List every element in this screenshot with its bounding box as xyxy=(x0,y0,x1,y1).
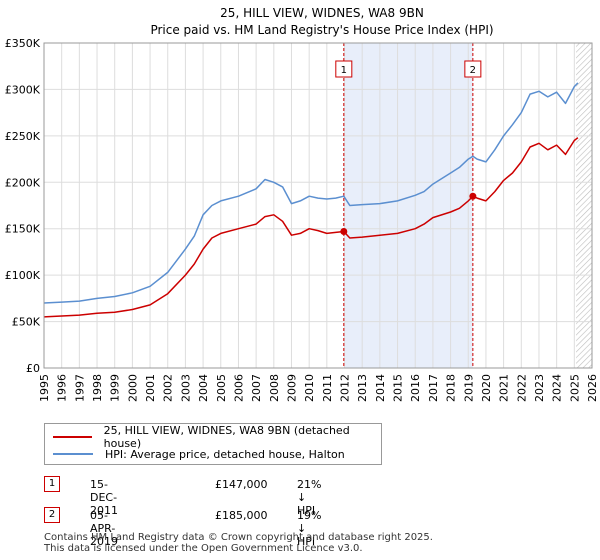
plot-area xyxy=(44,43,592,368)
legend-red-line xyxy=(53,436,92,438)
x-tick-label: 2015 xyxy=(392,374,405,402)
chart-title: 25, HILL VIEW, WIDNES, WA8 9BN xyxy=(220,6,424,20)
x-tick-label: 2018 xyxy=(445,374,458,402)
sale-badge-2 xyxy=(464,60,482,78)
x-tick-label: 2003 xyxy=(179,374,192,402)
x-tick-label: 2007 xyxy=(250,374,263,402)
x-tick-label: 2020 xyxy=(480,374,493,402)
x-tick-label: 1996 xyxy=(56,374,69,402)
y-tick-label: £50K xyxy=(12,316,41,329)
x-tick-label: 2011 xyxy=(321,374,334,402)
x-tick-label: 2012 xyxy=(339,374,352,402)
forecast-hatch xyxy=(576,43,592,368)
x-tick-label: 2000 xyxy=(126,374,139,402)
sale-date-2: 05-APR-2019 xyxy=(90,509,118,548)
x-tick-label: 2025 xyxy=(568,374,581,402)
sale-point-2 xyxy=(469,192,477,200)
x-tick-label: 2010 xyxy=(303,374,316,402)
sale-hpi-1: 21% ↓ HPI xyxy=(297,478,322,517)
sale-badge-1 xyxy=(335,60,353,78)
y-tick-label: £300K xyxy=(5,83,41,96)
x-tick-label: 2022 xyxy=(515,374,528,402)
x-tick-label: 2002 xyxy=(162,374,175,402)
plot-border xyxy=(43,42,593,369)
sale-marker-1: 1 xyxy=(44,476,60,492)
legend-red-label: 25, HILL VIEW, WIDNES, WA8 9BN (detached… xyxy=(103,424,350,450)
chart-subtitle: Price paid vs. HM Land Registry's House … xyxy=(150,23,493,37)
x-tick-label: 2009 xyxy=(285,374,298,402)
x-tick-label: 2017 xyxy=(427,374,440,402)
hpi-line xyxy=(43,82,579,304)
x-tick-label: 2023 xyxy=(533,374,546,402)
x-tick-label: 1999 xyxy=(109,374,122,402)
x-tick-label: 2004 xyxy=(197,374,210,402)
x-tick-label: 2024 xyxy=(551,374,564,402)
legend-blue-line xyxy=(53,453,93,455)
sale-point-1 xyxy=(340,228,348,235)
x-tick-label: 2016 xyxy=(409,374,422,402)
sale-period-shading xyxy=(343,43,473,368)
x-tick-label: 2006 xyxy=(232,374,245,402)
x-tick-label: 2019 xyxy=(462,374,475,402)
sale-marker-2: 2 xyxy=(44,507,60,523)
price-chart: 25, HILL VIEW, WIDNES, WA8 9BN Price pai… xyxy=(5,6,599,402)
legend-blue-label: HPI: Average price, detached house, Halt… xyxy=(105,447,345,461)
y-tick-label: £150K xyxy=(5,223,41,236)
sale-date-1: 15-DEC-2011 xyxy=(90,478,118,517)
x-tick-label: 2021 xyxy=(498,374,511,402)
footer-line-1: Contains HM Land Registry data © Crown c… xyxy=(44,532,433,543)
y-tick-label: £350K xyxy=(5,37,41,50)
y-tick-label: £0 xyxy=(26,362,40,375)
footer-line-2: This data is licensed under the Open Gov… xyxy=(44,543,363,554)
sale-price-1: £147,000 xyxy=(215,478,268,491)
sale-badge-label-2: 2 xyxy=(470,65,476,76)
footer: Contains HM Land Registry data © Crown c… xyxy=(44,532,433,554)
legend: 25, HILL VIEW, WIDNES, WA8 9BN (detached… xyxy=(44,423,382,465)
x-tick-label: 2013 xyxy=(356,374,369,402)
sale-hpi-2: 19% ↓ HPI xyxy=(297,509,322,548)
y-tick-label: £100K xyxy=(5,269,41,282)
legend-item-red: 25, HILL VIEW, WIDNES, WA8 9BN (detached… xyxy=(53,424,381,450)
legend-item-blue: HPI: Average price, detached house, Halt… xyxy=(53,446,345,462)
x-tick-label: 1998 xyxy=(91,374,104,402)
x-tick-label: 2001 xyxy=(144,374,157,402)
y-tick-label: £250K xyxy=(5,130,41,143)
x-tick-label: 2014 xyxy=(374,374,387,402)
sale-price-2: £185,000 xyxy=(215,509,268,522)
x-tick-label: 2008 xyxy=(268,374,281,402)
x-tick-label: 2005 xyxy=(215,374,228,402)
x-tick-label: 2026 xyxy=(586,374,599,402)
y-tick-label: £200K xyxy=(5,176,41,189)
sale-badge-label-1: 1 xyxy=(341,65,347,76)
x-tick-label: 1995 xyxy=(38,374,51,402)
x-tick-label: 1997 xyxy=(73,374,86,402)
